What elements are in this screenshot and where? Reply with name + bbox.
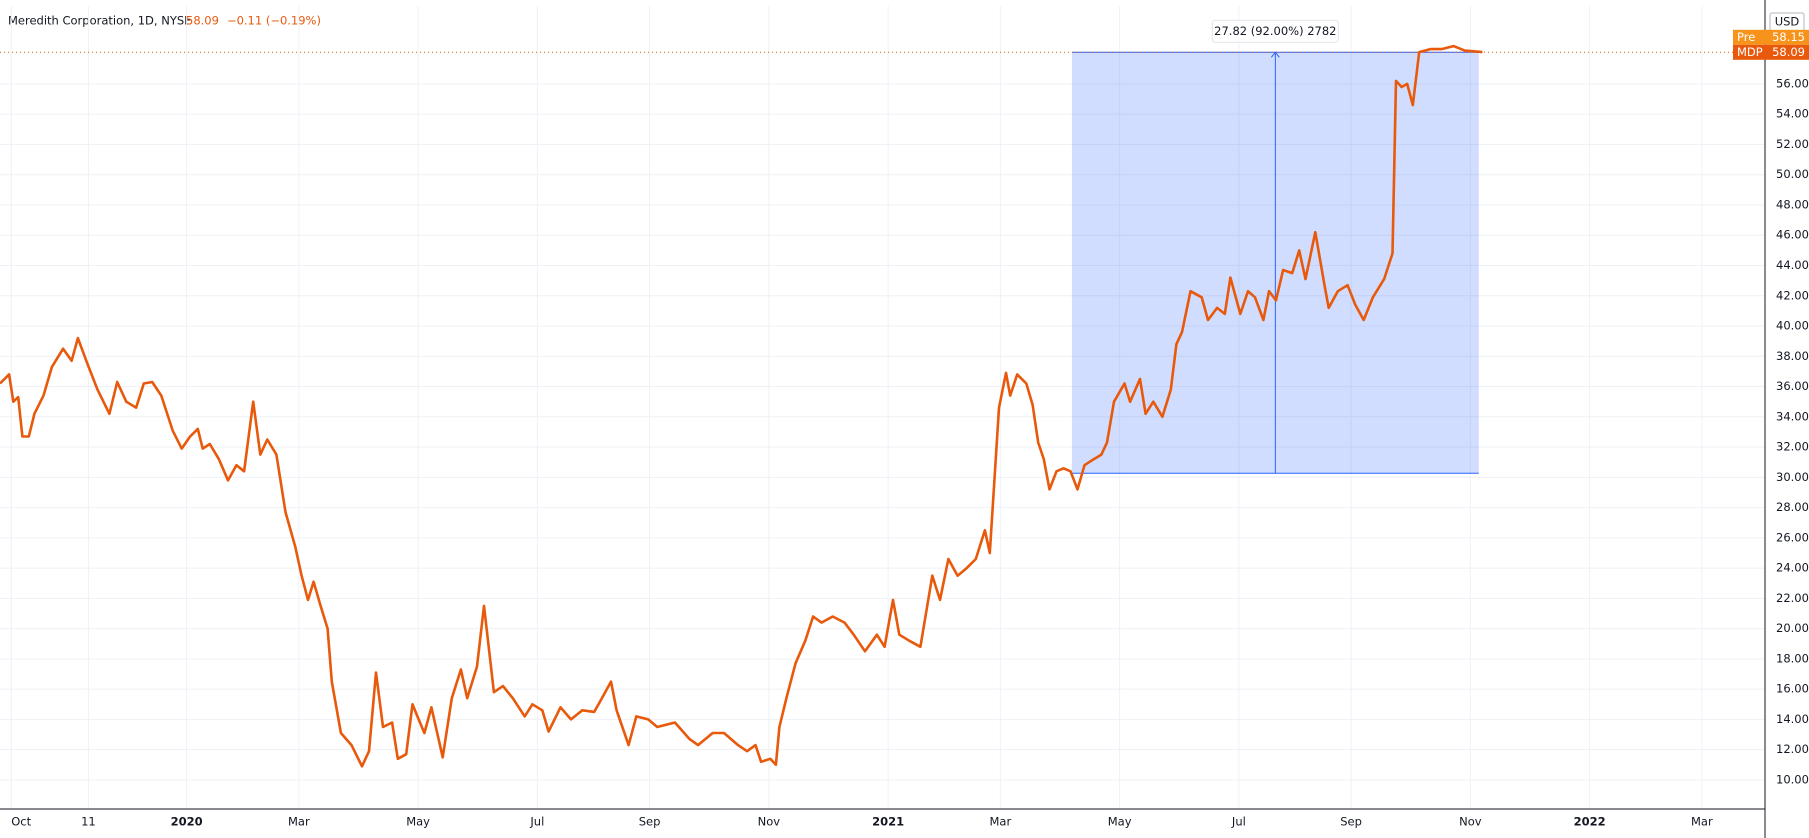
x-tick-label: Nov — [758, 815, 781, 829]
x-tick-label: Mar — [990, 815, 1012, 829]
y-tick-label: 34.00 — [1776, 409, 1809, 423]
y-tick-label: 22.00 — [1776, 591, 1809, 605]
x-tick-label: May — [406, 815, 430, 829]
x-tick-label: 2022 — [1574, 815, 1606, 829]
x-tick-label: 2021 — [872, 815, 904, 829]
x-tick-label: Sep — [1340, 815, 1362, 829]
y-tick-label: 20.00 — [1776, 621, 1809, 635]
x-tick-label: Jul — [529, 815, 544, 829]
y-tick-label: 48.00 — [1776, 197, 1809, 211]
price-tag-value: 58.09 — [1772, 45, 1805, 59]
y-tick-label: 56.00 — [1776, 76, 1809, 90]
price-tag — [1733, 44, 1809, 60]
x-tick-label: Mar — [288, 815, 310, 829]
x-tick-label: 11 — [81, 815, 96, 829]
price-change: −0.11 (−0.19%) — [227, 14, 321, 28]
y-tick-label: 24.00 — [1776, 561, 1809, 575]
y-tick-label: 42.00 — [1776, 288, 1809, 302]
y-tick-label: 30.00 — [1776, 470, 1809, 484]
chart-title: Meredith Corporation, 1D, NYSE — [8, 14, 191, 28]
y-tick-label: 14.00 — [1776, 712, 1809, 726]
y-tick-label: 10.00 — [1776, 772, 1809, 786]
measure-label: 27.82 (92.00%) 2782 — [1214, 24, 1336, 38]
measure-label-box — [1211, 19, 1339, 43]
price-line — [0, 44, 1483, 768]
x-tick-label: May — [1108, 815, 1132, 829]
x-tick-label: Mar — [1691, 815, 1713, 829]
y-tick-label: 36.00 — [1776, 379, 1809, 393]
y-tick-label: 26.00 — [1776, 530, 1809, 544]
y-tick-label: 16.00 — [1776, 682, 1809, 696]
x-tick-label: Jul — [1231, 815, 1246, 829]
y-tick-label: 44.00 — [1776, 258, 1809, 272]
x-tick-label: 2020 — [171, 815, 203, 829]
measure-arrowhead — [1270, 51, 1280, 58]
x-tick-label: Sep — [639, 815, 661, 829]
y-tick-label: 52.00 — [1776, 137, 1809, 151]
y-tick-label: 46.00 — [1776, 228, 1809, 242]
price-tag-name: MDP — [1737, 45, 1763, 59]
currency[interactable]: USD — [1775, 15, 1800, 29]
price-tag-name: Pre — [1737, 30, 1755, 44]
y-tick-label: 12.00 — [1776, 742, 1809, 756]
price-tag-value: 58.15 — [1772, 30, 1805, 44]
y-tick-label: 18.00 — [1776, 651, 1809, 665]
y-tick-label: 38.00 — [1776, 349, 1809, 363]
y-tick-label: 54.00 — [1776, 107, 1809, 121]
x-tick-label: Oct — [11, 815, 31, 829]
x-tick-label: Nov — [1459, 815, 1482, 829]
price-tag — [1733, 29, 1809, 45]
y-tick-label: 40.00 — [1776, 319, 1809, 333]
y-tick-label: 32.00 — [1776, 440, 1809, 454]
y-tick-label: 28.00 — [1776, 500, 1809, 514]
y-tick-label: 50.00 — [1776, 167, 1809, 181]
last-price: 58.09 — [186, 14, 219, 28]
